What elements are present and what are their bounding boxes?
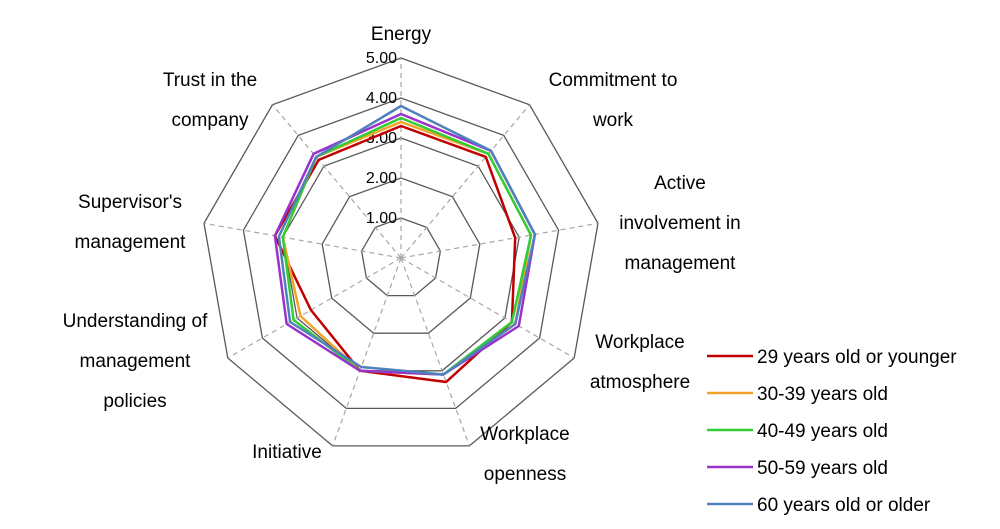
axis-label: company — [171, 110, 249, 131]
tick-label: 2.00 — [366, 170, 397, 187]
legend-item-label: 30-39 years old — [757, 384, 888, 405]
axis-label: Understanding of — [63, 311, 208, 332]
radar-spokes — [203, 58, 599, 447]
axis-label: management — [75, 232, 187, 253]
tick-label: 5.00 — [366, 50, 397, 67]
axis-label: Workplace — [595, 332, 684, 353]
series-lines — [273, 104, 537, 384]
spoke — [332, 257, 402, 447]
spoke — [271, 104, 402, 259]
grid-ring-2 — [321, 177, 481, 334]
axis-label: Commitment to — [549, 70, 678, 91]
series-line-4 — [277, 104, 537, 376]
axis-label: Supervisor's — [78, 192, 182, 213]
spoke — [400, 257, 470, 447]
axis-label: Trust in the — [163, 70, 257, 91]
spoke — [400, 257, 575, 359]
tick-label: 1.00 — [366, 210, 397, 227]
axis-label: atmosphere — [590, 372, 690, 393]
axis-label: work — [592, 110, 634, 131]
legend-item-label: 29 years old or younger — [757, 347, 957, 368]
axis-labels: Energy Commitment to work Active involvement… — [63, 24, 741, 485]
spoke — [400, 104, 531, 259]
grid-ring-4 — [242, 97, 560, 410]
legend-item-label: 50-59 years old — [757, 458, 888, 479]
axis-label: policies — [103, 391, 166, 412]
axis-label: Workplace — [480, 424, 569, 445]
grid-ring-5 — [203, 57, 599, 447]
axis-label: Active — [654, 173, 706, 194]
spoke — [203, 222, 402, 259]
tick-label: 4.00 — [366, 90, 397, 107]
axis-label: Energy — [371, 24, 432, 45]
axis-label: involvement in — [619, 213, 740, 234]
spoke — [227, 257, 402, 359]
axis-label: Initiative — [252, 442, 322, 463]
legend-item-label: 40-49 years old — [757, 421, 888, 442]
legend-item-label: 60 years old or older — [757, 495, 931, 516]
spoke — [400, 222, 599, 259]
legend: 29 years old or younger 30-39 years old 40… — [707, 347, 957, 516]
axis-label: openness — [484, 464, 566, 485]
grid-ring-1 — [360, 217, 442, 297]
radar-grid — [203, 57, 599, 447]
axis-label: management — [625, 253, 737, 274]
axis-label: management — [80, 351, 192, 372]
